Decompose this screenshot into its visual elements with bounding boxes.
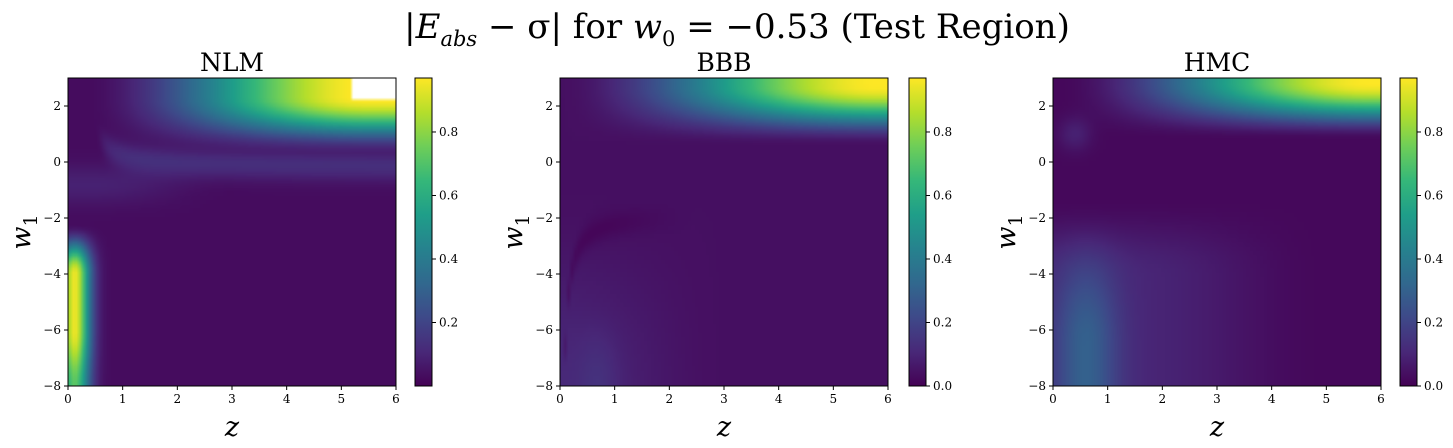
x-tick-label: 4	[283, 392, 291, 406]
colorbar-tick-label: 0.2	[439, 315, 458, 329]
panel-nlm: NLM 0 1 2 3 4 5 6 2 0 −2 −4 −6 −8 z w1 0.2 0.4 0.6 0.8	[6, 48, 458, 443]
colorbar-tick-label: 0.6	[439, 188, 458, 202]
x-tick-label: 3	[1213, 392, 1221, 406]
panels: NLM 0 1 2 3 4 5 6 2 0 −2 −4 −6 −8 z w1 0.2 0.4 0.6 0.8 BBB 0 1…	[6, 48, 1443, 443]
y-tick-label: −4	[43, 267, 61, 281]
panel-title: BBB	[696, 48, 751, 77]
y-tick-label: −6	[535, 323, 553, 337]
heatmap-nlm	[68, 78, 396, 386]
x-tick-label: 2	[174, 392, 182, 406]
y-tick-label: 0	[53, 155, 61, 169]
heatmap-hmc	[1053, 78, 1381, 386]
colorbar-tick-label: 0.0	[933, 379, 952, 393]
x-axis-label: z	[716, 412, 732, 443]
heatmap-bbb	[560, 78, 888, 386]
y-tick-label: −6	[1028, 323, 1046, 337]
x-tick-label: 3	[720, 392, 728, 406]
y-tick-label: −2	[535, 211, 553, 225]
x-tick-label: 1	[119, 392, 127, 406]
title-minus-sigma: − σ| for	[477, 7, 633, 47]
colorbar	[1399, 77, 1418, 387]
x-tick-label: 2	[1159, 392, 1167, 406]
x-tick-label: 1	[611, 392, 619, 406]
figure-title: |Eabs − σ| for w0 = −0.53 (Test Region)	[404, 7, 1070, 51]
y-tick-label: −8	[1028, 379, 1046, 393]
x-tick-label: 0	[64, 392, 72, 406]
x-tick-label: 4	[775, 392, 783, 406]
colorbar-tick-label: 0.8	[439, 125, 458, 139]
panel-hmc: HMC 0 1 2 3 4 5 6 2 0 −2 −4 −6 −8 z w1 0.0 0.2 0.4 0.6 0.8	[991, 48, 1443, 443]
y-axis-label: w1	[498, 214, 534, 249]
x-axis-label: z	[224, 412, 240, 443]
x-tick-label: 6	[884, 392, 892, 406]
panel-bbb: BBB 0 1 2 3 4 5 6 2 0 −2 −4 −6 −8 z w1 0.0 0.2 0.4 0.6 0.8	[498, 48, 952, 443]
x-tick-label: 4	[1268, 392, 1276, 406]
title-w-sub: 0	[662, 27, 675, 51]
title-w: w	[633, 7, 662, 47]
x-tick-label: 0	[556, 392, 564, 406]
x-tick-label: 6	[392, 392, 400, 406]
title-region: (Test Region)	[841, 7, 1070, 47]
title-e-sub: abs	[440, 27, 477, 51]
colorbar-tick-label: 0.8	[933, 125, 952, 139]
y-tick-label: −8	[535, 379, 553, 393]
y-axis-label: w1	[6, 214, 42, 249]
x-tick-label: 1	[1104, 392, 1112, 406]
x-tick-label: 5	[338, 392, 346, 406]
y-tick-label: −4	[535, 267, 553, 281]
y-tick-label: −4	[1028, 267, 1046, 281]
colorbar-tick-label: 0.4	[439, 252, 458, 266]
y-tick-label: 0	[545, 155, 553, 169]
colorbar-tick-label: 0.6	[1424, 188, 1443, 202]
colorbar-tick-label: 0.4	[1424, 252, 1443, 266]
y-tick-label: −6	[43, 323, 61, 337]
colorbar-tick-label: 0.2	[933, 315, 952, 329]
colorbar	[908, 77, 927, 387]
x-tick-label: 2	[666, 392, 674, 406]
y-tick-label: 0	[1038, 155, 1046, 169]
colorbar	[414, 77, 433, 387]
y-tick-label: −8	[43, 379, 61, 393]
x-tick-label: 3	[228, 392, 236, 406]
colorbar-tick-label: 0.6	[933, 188, 952, 202]
x-axis-label: z	[1209, 412, 1225, 443]
y-tick-label: −2	[1028, 211, 1046, 225]
colorbar-tick-label: 0.8	[1424, 125, 1443, 139]
y-tick-label: 2	[1038, 99, 1046, 113]
y-axis-label: w1	[991, 214, 1027, 249]
y-tick-label: −2	[43, 211, 61, 225]
panel-title: HMC	[1184, 48, 1251, 77]
x-tick-label: 6	[1377, 392, 1385, 406]
panel-title: NLM	[200, 48, 264, 77]
colorbar-tick-label: 0.4	[933, 252, 952, 266]
x-tick-label: 5	[830, 392, 838, 406]
title-value: = −0.53	[675, 7, 840, 47]
title-bar-open: |	[404, 7, 415, 47]
colorbar-tick-label: 0.0	[1424, 379, 1443, 393]
title-e: E	[415, 7, 441, 47]
y-tick-label: 2	[53, 99, 61, 113]
colorbar-tick-label: 0.2	[1424, 315, 1443, 329]
x-tick-label: 0	[1049, 392, 1057, 406]
x-tick-label: 5	[1323, 392, 1331, 406]
y-tick-label: 2	[545, 99, 553, 113]
